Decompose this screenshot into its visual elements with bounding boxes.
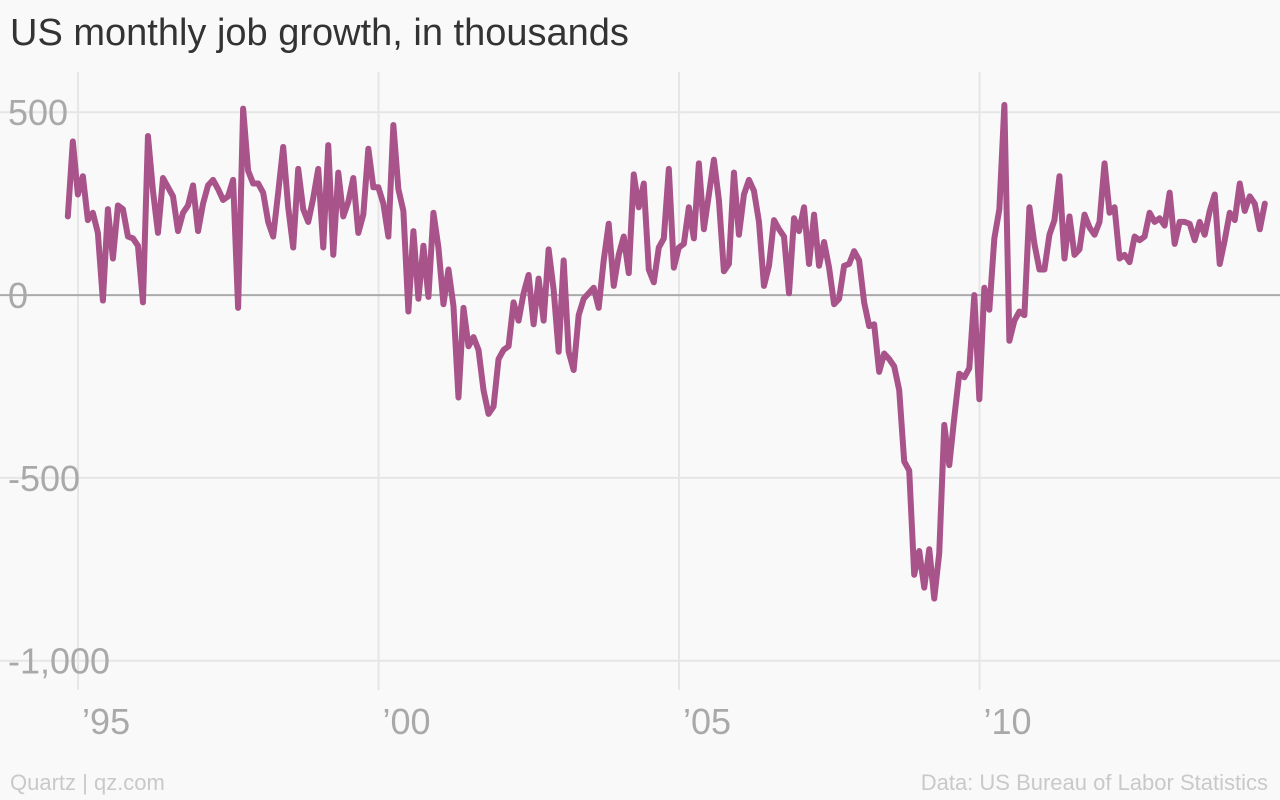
y-tick-label-0: 500: [8, 92, 68, 133]
series-line-0: [64, 101, 1268, 602]
x-tick-label-0: ’95: [82, 701, 130, 742]
y-tick-label-1: 0: [8, 275, 28, 316]
series-layer: [64, 101, 1268, 602]
x-tick-label-3: ’10: [984, 701, 1032, 742]
y-tick-label-3: -1,000: [8, 641, 110, 682]
x-tick-label-1: ’00: [383, 701, 431, 742]
chart-title: US monthly job growth, in thousands: [10, 12, 629, 54]
grid-layer: [0, 72, 1280, 690]
y-tick-label-2: -500: [8, 458, 80, 499]
data-source: Data: US Bureau of Labor Statistics: [920, 770, 1268, 795]
x-tick-label-2: ’05: [683, 701, 731, 742]
source-credit: Quartz | qz.com: [10, 770, 165, 795]
axis-layer: ’95 ’00 ’05 ’10 500 0 -500 -1,000: [8, 92, 1032, 742]
